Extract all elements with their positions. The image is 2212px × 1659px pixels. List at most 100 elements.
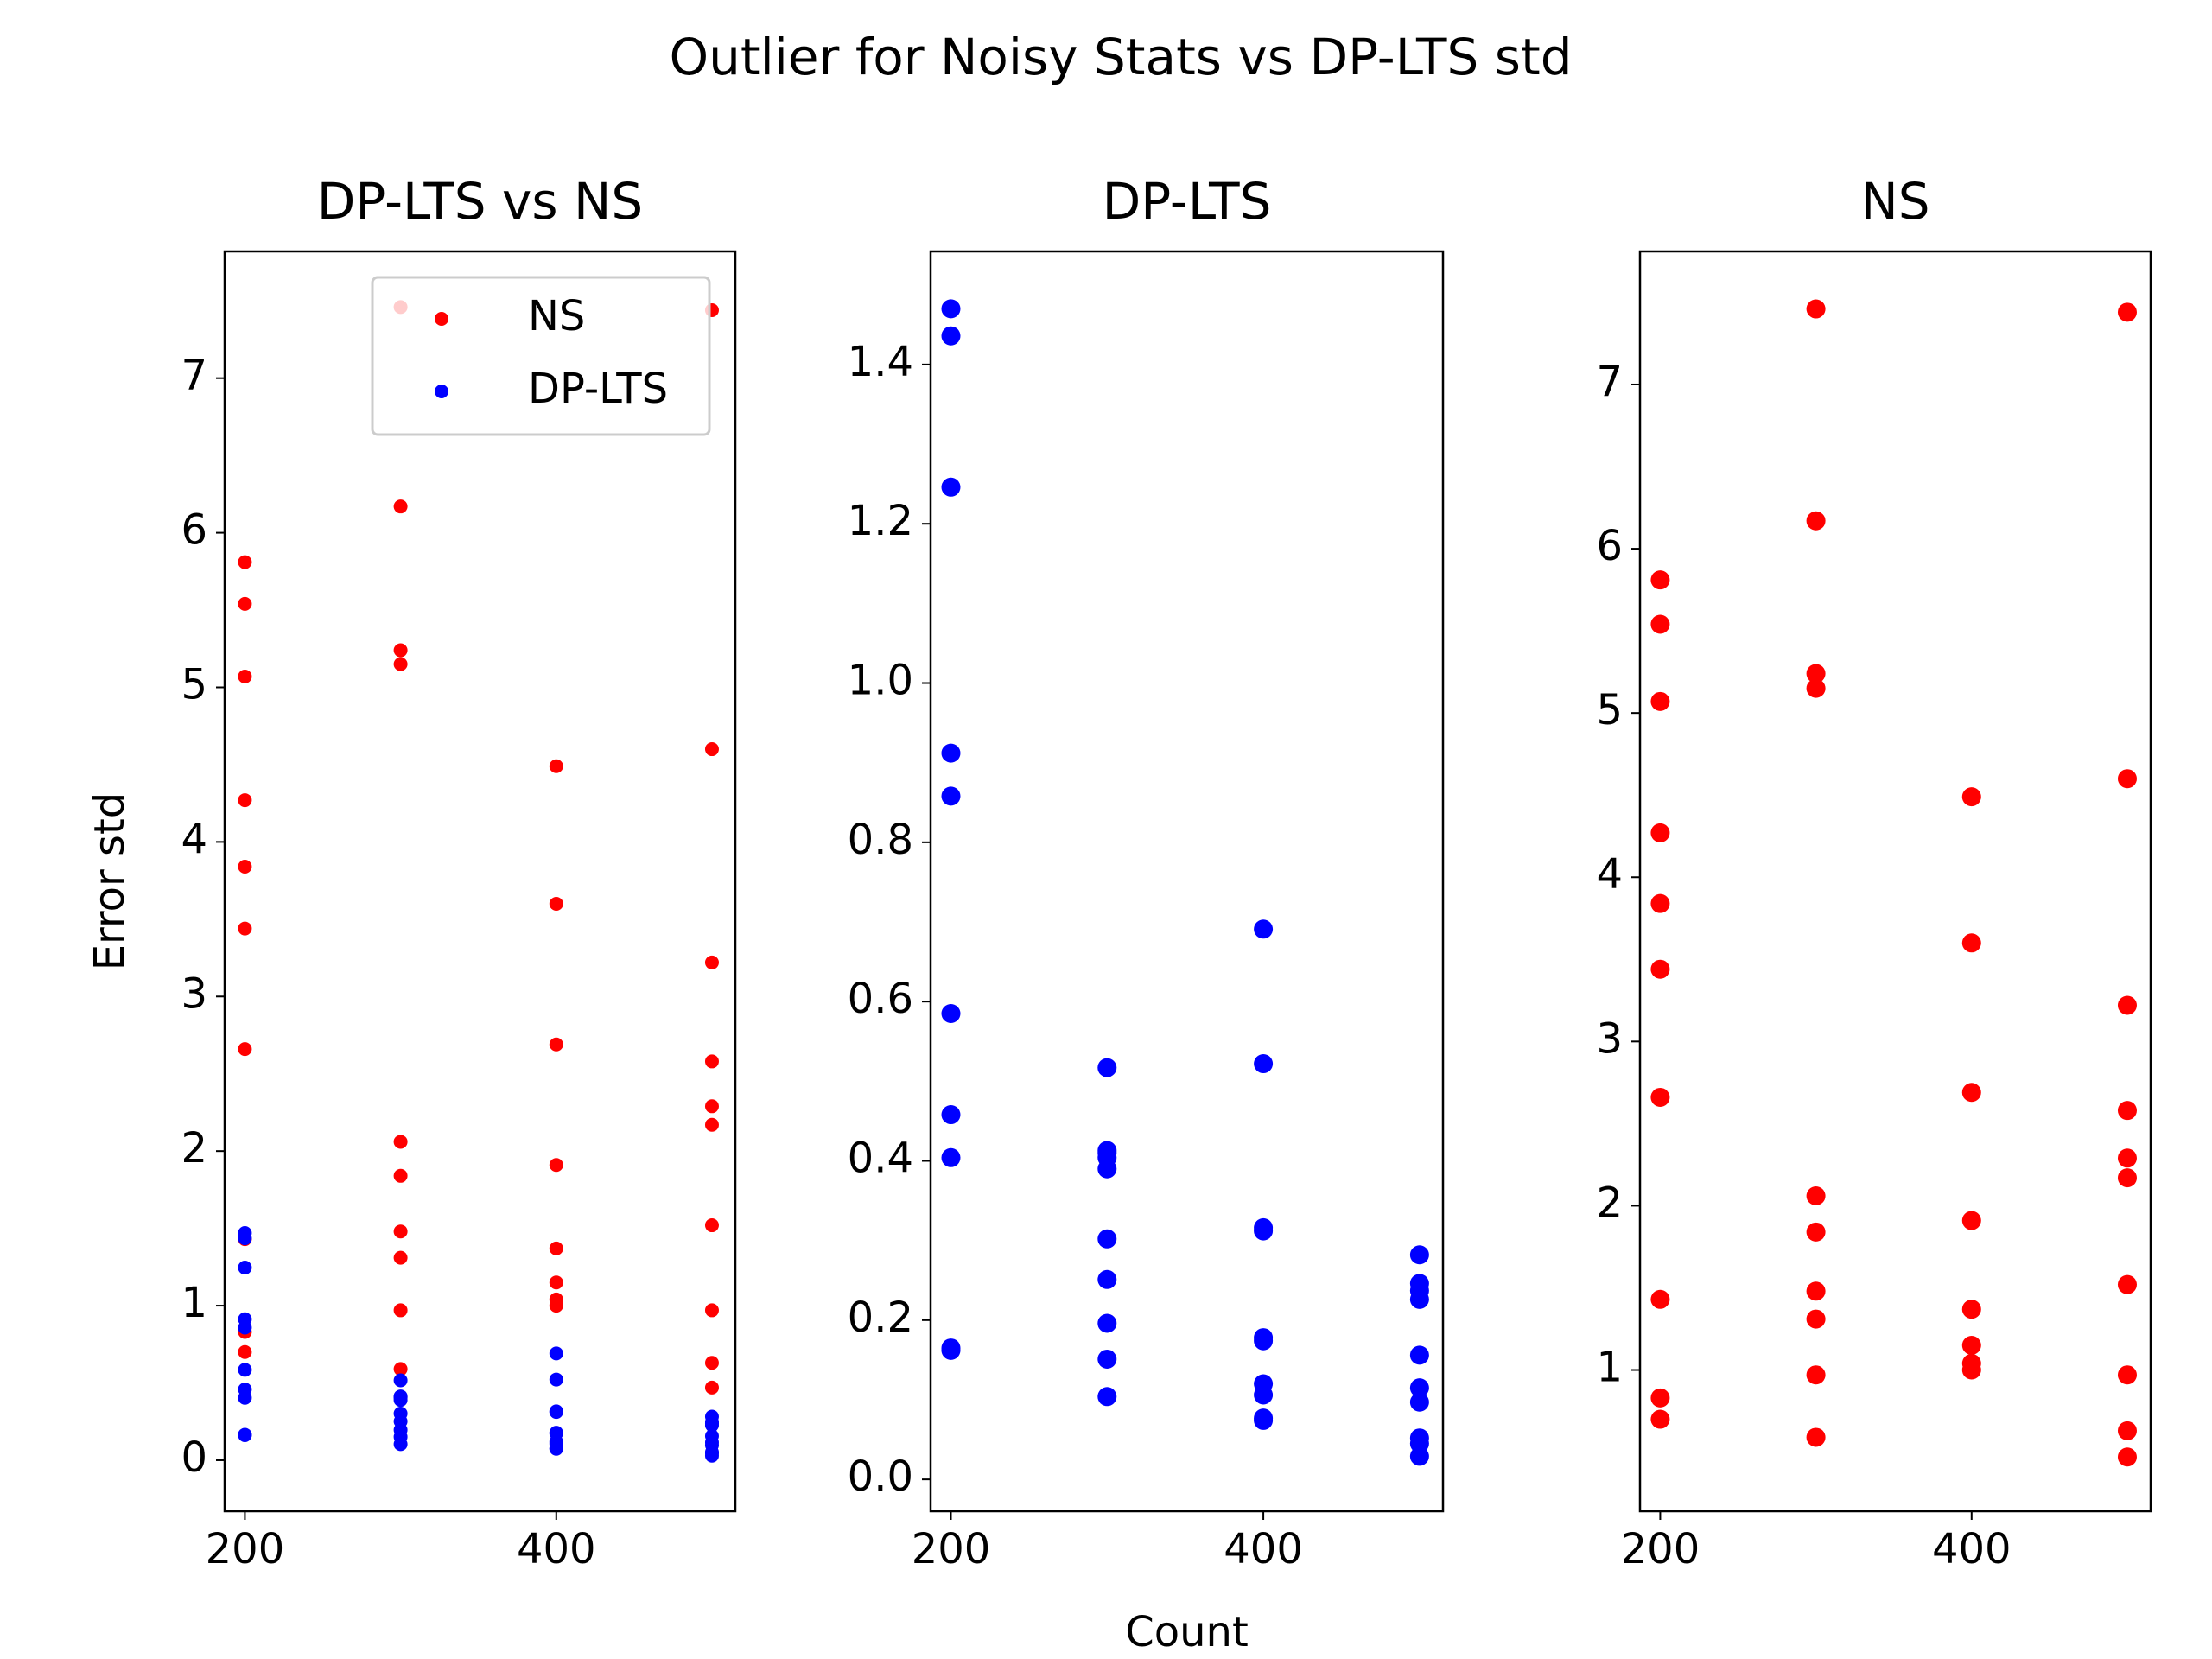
point xyxy=(549,1441,563,1456)
point xyxy=(238,1344,252,1359)
x-tick-label: 200 xyxy=(1621,1525,1700,1573)
point xyxy=(549,1405,563,1420)
point xyxy=(704,1054,719,1069)
point xyxy=(238,1390,252,1405)
point xyxy=(1650,1409,1670,1429)
point xyxy=(704,742,719,757)
point xyxy=(1409,1446,1429,1466)
point xyxy=(238,1363,252,1377)
point xyxy=(1097,1349,1117,1369)
point xyxy=(2117,1168,2137,1188)
point xyxy=(549,1037,563,1052)
point xyxy=(1961,1300,1981,1319)
y-tick-label: 1.2 xyxy=(848,497,913,545)
point xyxy=(549,1158,563,1173)
legend-marker xyxy=(435,312,448,326)
point xyxy=(704,1303,719,1318)
point xyxy=(1961,1360,1981,1380)
point xyxy=(941,1105,961,1125)
axes-frame xyxy=(223,250,737,1513)
point xyxy=(238,793,252,808)
point xyxy=(704,1356,719,1370)
point xyxy=(1254,1385,1274,1405)
point xyxy=(1650,823,1670,842)
point xyxy=(2117,1447,2137,1467)
point xyxy=(1254,919,1274,939)
point xyxy=(1961,1336,1981,1356)
point xyxy=(1097,1269,1117,1289)
point xyxy=(1650,959,1670,979)
point xyxy=(393,1135,408,1149)
x-tick-label: 400 xyxy=(1224,1525,1303,1573)
point xyxy=(549,1372,563,1387)
point xyxy=(2117,769,2137,789)
point xyxy=(704,1218,719,1233)
point xyxy=(238,669,252,683)
point xyxy=(2117,995,2137,1015)
y-tick-label: 1 xyxy=(181,1279,207,1327)
point xyxy=(1806,678,1826,698)
point xyxy=(704,955,719,969)
point xyxy=(238,1042,252,1057)
point xyxy=(1806,1427,1826,1447)
point xyxy=(1409,1289,1429,1309)
point xyxy=(941,1003,961,1023)
point xyxy=(1806,1281,1826,1301)
y-tick-label: 3 xyxy=(1596,1014,1623,1063)
point xyxy=(2117,1101,2137,1121)
point xyxy=(1097,1229,1117,1249)
point xyxy=(1650,614,1670,634)
legend-label: NS xyxy=(528,292,585,340)
point xyxy=(1806,511,1826,531)
point xyxy=(1097,1058,1117,1077)
subplot-title: DP-LTS xyxy=(1103,172,1272,231)
point xyxy=(1961,787,1981,807)
y-tick-label: 0.4 xyxy=(848,1134,913,1182)
point xyxy=(1254,1331,1274,1351)
point xyxy=(704,1099,719,1114)
subplot-title: DP-LTS vs NS xyxy=(317,172,643,231)
y-tick-label: 0.8 xyxy=(848,816,913,864)
point xyxy=(1409,1392,1429,1412)
point xyxy=(549,1275,563,1290)
point xyxy=(1254,1221,1274,1241)
point xyxy=(941,786,961,806)
y-tick-label: 5 xyxy=(181,660,207,709)
point xyxy=(941,477,961,497)
point xyxy=(1409,1378,1429,1398)
point xyxy=(393,1393,408,1408)
y-tick-label: 7 xyxy=(181,352,207,400)
point xyxy=(549,1241,563,1255)
point xyxy=(941,299,961,319)
y-tick-label: 0.6 xyxy=(848,975,913,1023)
y-tick-label: 4 xyxy=(1596,850,1623,899)
point xyxy=(1806,1222,1826,1242)
y-tick-label: 0.2 xyxy=(848,1294,913,1342)
y-tick-label: 0 xyxy=(181,1433,207,1482)
point xyxy=(2117,1365,2137,1385)
point xyxy=(549,1299,563,1313)
legend-marker xyxy=(435,385,448,398)
x-axis-label: Count xyxy=(1125,1608,1249,1656)
point xyxy=(1409,1245,1429,1265)
point xyxy=(238,596,252,611)
point xyxy=(2117,1421,2137,1440)
point xyxy=(1650,893,1670,913)
point xyxy=(393,1250,408,1265)
point xyxy=(941,743,961,763)
point xyxy=(941,1147,961,1167)
y-tick-label: 6 xyxy=(1596,522,1623,570)
point xyxy=(393,657,408,671)
point xyxy=(549,759,563,773)
point xyxy=(1806,1186,1826,1206)
point xyxy=(393,1303,408,1318)
point xyxy=(704,1418,719,1433)
point xyxy=(704,1117,719,1132)
x-tick-label: 200 xyxy=(912,1525,991,1573)
point xyxy=(393,1224,408,1239)
y-tick-label: 5 xyxy=(1596,686,1623,734)
axes-frame xyxy=(929,250,1445,1513)
point xyxy=(393,499,408,514)
